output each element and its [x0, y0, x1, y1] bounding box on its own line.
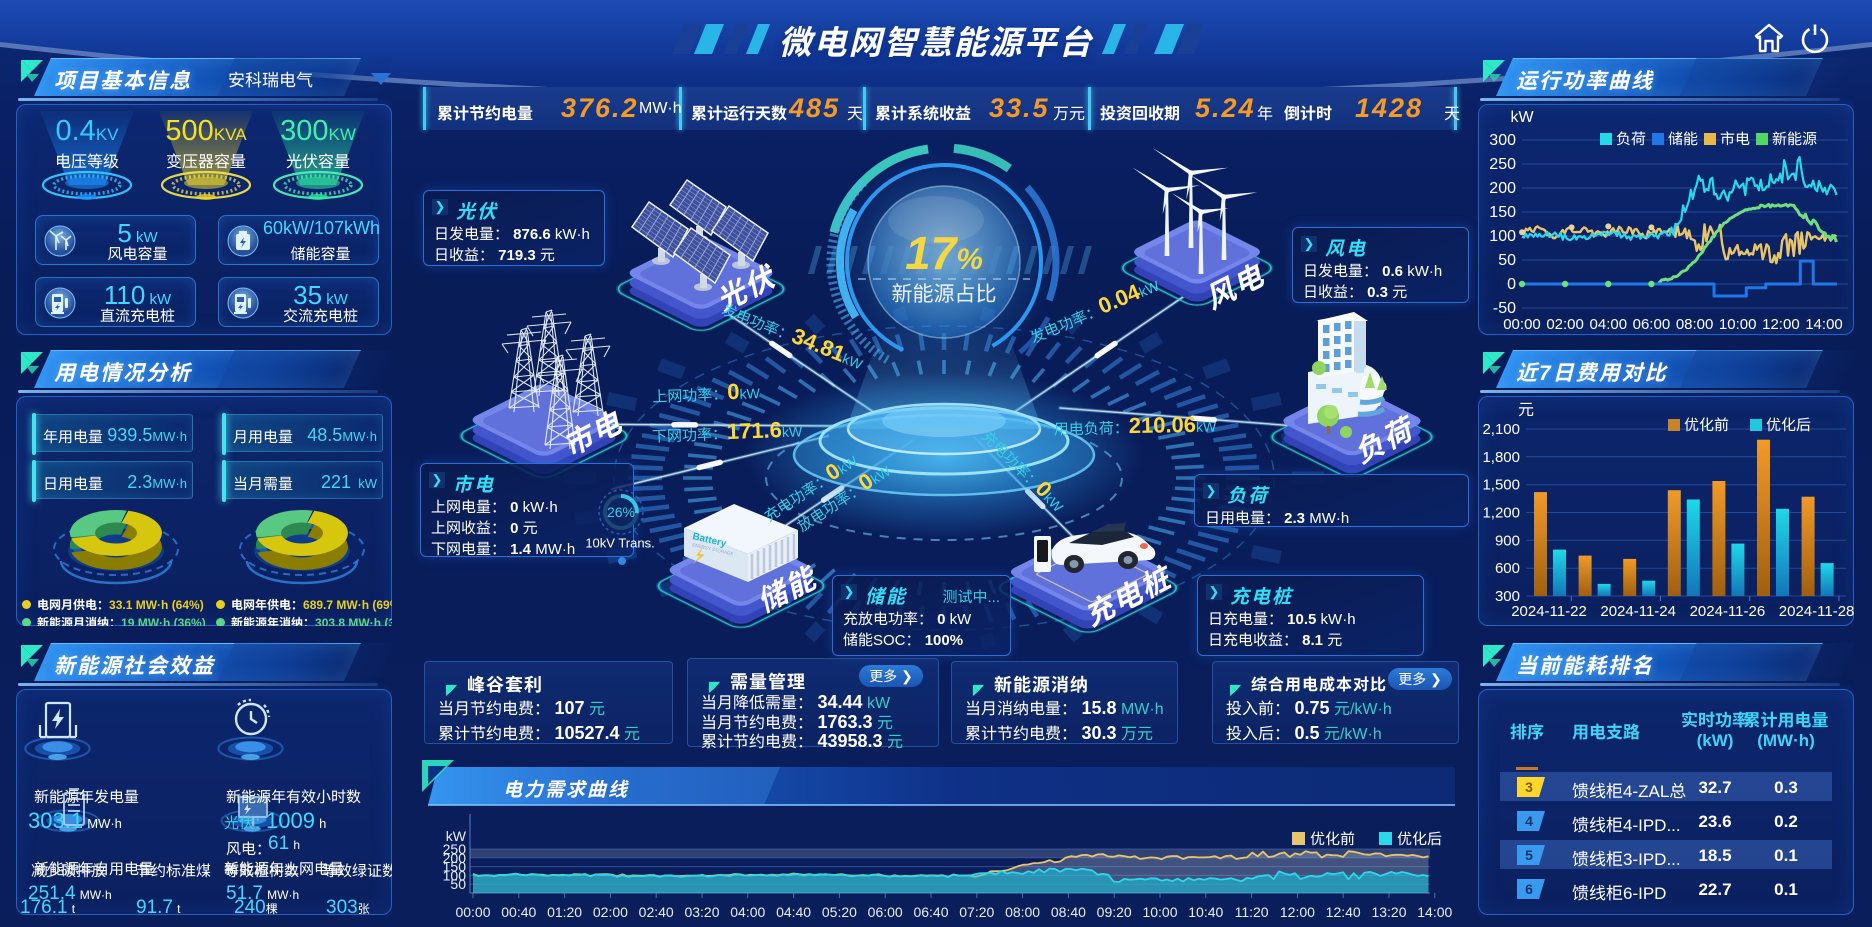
svg-text:07:20: 07:20 — [959, 904, 994, 920]
svg-text:04:00: 04:00 — [730, 904, 765, 920]
svg-text:2024-11-22: 2024-11-22 — [1511, 603, 1587, 620]
svg-text:04:40: 04:40 — [776, 904, 811, 920]
svg-text:08:00: 08:00 — [1005, 904, 1040, 920]
svg-text:900: 900 — [1495, 532, 1520, 549]
svg-text:6: 6 — [1525, 881, 1533, 897]
svg-text:250: 250 — [443, 841, 467, 857]
svg-text:10:40: 10:40 — [1188, 904, 1223, 920]
svg-text:12:00: 12:00 — [1762, 316, 1800, 333]
svg-text:-50: -50 — [1493, 300, 1516, 317]
svg-text:1,200: 1,200 — [1482, 505, 1520, 522]
svg-text:02:00: 02:00 — [593, 904, 628, 920]
svg-text:50: 50 — [450, 876, 466, 892]
svg-text:00:00: 00:00 — [1503, 316, 1541, 333]
svg-text:1,800: 1,800 — [1482, 449, 1520, 466]
svg-text:02:00: 02:00 — [1546, 316, 1584, 333]
svg-text:03:20: 03:20 — [684, 904, 719, 920]
svg-text:04:00: 04:00 — [1590, 316, 1628, 333]
svg-text:250: 250 — [1489, 156, 1516, 173]
svg-text:2024-11-28: 2024-11-28 — [1779, 603, 1854, 620]
svg-text:2024-11-24: 2024-11-24 — [1600, 603, 1676, 620]
svg-text:元: 元 — [1518, 402, 1534, 419]
svg-text:06:00: 06:00 — [1633, 316, 1671, 333]
svg-text:3: 3 — [1525, 779, 1533, 795]
svg-text:00:40: 00:40 — [501, 904, 536, 920]
svg-text:150: 150 — [443, 859, 467, 875]
svg-text:10:00: 10:00 — [1142, 904, 1177, 920]
svg-text:13:20: 13:20 — [1371, 904, 1406, 920]
svg-text:2,100: 2,100 — [1482, 421, 1520, 438]
svg-text:06:00: 06:00 — [868, 904, 903, 920]
svg-text:14:00: 14:00 — [1805, 316, 1843, 333]
svg-text:08:40: 08:40 — [1051, 904, 1086, 920]
svg-text:300: 300 — [1495, 588, 1520, 605]
svg-text:150: 150 — [1489, 204, 1516, 221]
svg-text:50: 50 — [1498, 252, 1516, 269]
svg-text:300: 300 — [1489, 132, 1516, 149]
svg-text:14:00: 14:00 — [1417, 904, 1452, 920]
svg-text:0: 0 — [1507, 276, 1516, 293]
svg-text:08:00: 08:00 — [1676, 316, 1714, 333]
svg-text:12:00: 12:00 — [1280, 904, 1315, 920]
svg-text:1,500: 1,500 — [1482, 477, 1520, 494]
svg-text:4: 4 — [1525, 813, 1533, 829]
svg-text:00:00: 00:00 — [455, 904, 490, 920]
svg-text:26%: 26% — [607, 504, 635, 520]
svg-text:2024-11-26: 2024-11-26 — [1690, 603, 1766, 620]
svg-text:100: 100 — [1489, 228, 1516, 245]
svg-text:09:20: 09:20 — [1097, 904, 1132, 920]
svg-text:06:40: 06:40 — [913, 904, 948, 920]
svg-text:200: 200 — [443, 850, 467, 866]
svg-text:05:20: 05:20 — [822, 904, 857, 920]
svg-text:kW: kW — [446, 828, 467, 844]
svg-text:11:20: 11:20 — [1235, 904, 1269, 920]
svg-text:12:40: 12:40 — [1326, 904, 1361, 920]
svg-text:10:00: 10:00 — [1719, 316, 1757, 333]
svg-text:02:40: 02:40 — [639, 904, 674, 920]
svg-text:200: 200 — [1489, 180, 1516, 197]
svg-text:01:20: 01:20 — [547, 904, 582, 920]
svg-text:5: 5 — [1525, 847, 1533, 863]
svg-text:kW: kW — [1510, 109, 1534, 126]
svg-text:100: 100 — [443, 867, 467, 883]
svg-text:600: 600 — [1495, 560, 1520, 577]
